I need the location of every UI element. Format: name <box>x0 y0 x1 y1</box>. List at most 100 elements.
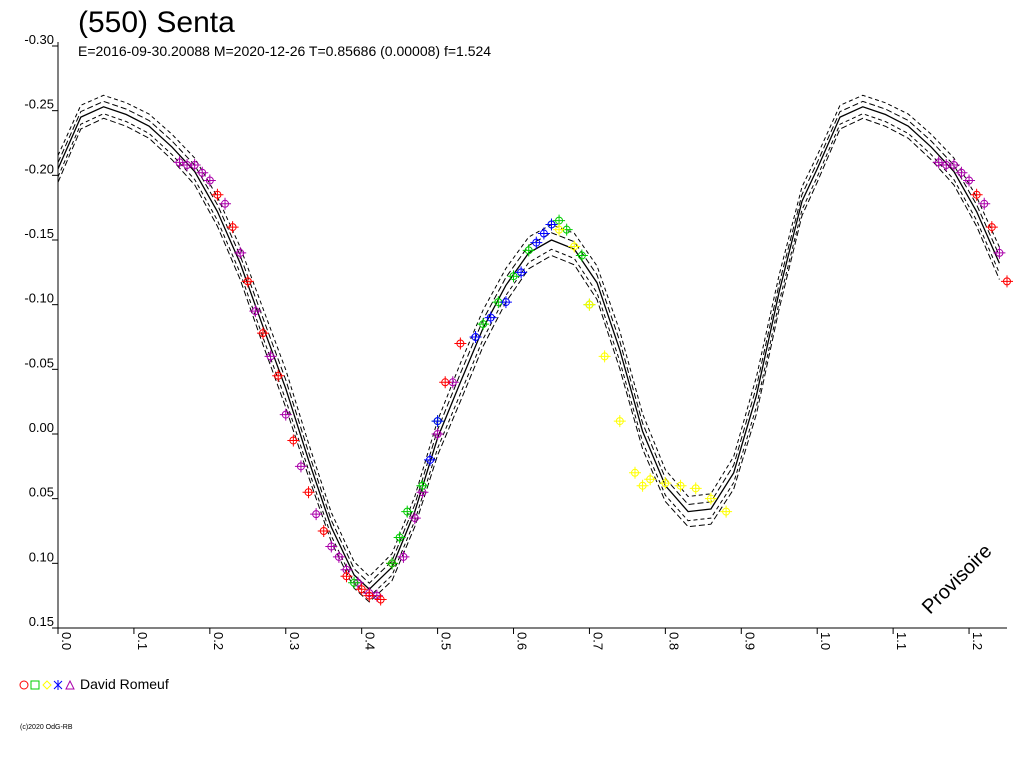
data-point-errorbar <box>636 479 649 492</box>
data-point-errorbar <box>294 460 307 473</box>
data-point <box>281 410 290 419</box>
x-ticks: 0.0 0.1 0.2 0.3 0.4 0.5 0.6 0.7 0.8 0.9 1.0 1.1 1.2 <box>57 628 985 650</box>
fit-envelope-line <box>57 117 1000 603</box>
data-point-errorbar <box>598 350 611 363</box>
data-point-errorbar <box>568 240 581 253</box>
data-point-errorbar <box>993 246 1006 259</box>
data-point-errorbar <box>363 589 376 602</box>
data-point-errorbar <box>583 298 596 311</box>
data-point-errorbar <box>613 415 626 428</box>
data-point <box>630 468 639 477</box>
y-tick-label: -0.20 <box>24 161 54 176</box>
y-tick-label: 0.10 <box>29 549 54 564</box>
x-tick-label: 0.2 <box>211 632 226 650</box>
data-point <box>395 533 404 542</box>
legend-star-icon <box>53 680 63 690</box>
data-point <box>456 339 465 348</box>
data-point <box>198 168 207 177</box>
data-point <box>243 277 252 286</box>
data-point <box>539 229 548 238</box>
data-point-errorbar <box>431 415 444 428</box>
x-tick-label: 1.0 <box>818 632 833 650</box>
data-point-errorbar <box>439 376 452 389</box>
data-point <box>258 329 267 338</box>
data-point <box>501 298 510 307</box>
data-point <box>965 176 974 185</box>
data-point <box>479 320 488 329</box>
fit-curve <box>57 106 1000 591</box>
data-point <box>570 242 579 251</box>
data-point <box>251 307 260 316</box>
data-points <box>173 156 1013 606</box>
data-point <box>418 481 427 490</box>
data-point <box>190 160 199 169</box>
data-point <box>934 158 943 167</box>
data-point <box>312 510 321 519</box>
data-point-errorbar <box>978 197 991 210</box>
fit-envelope-line <box>57 94 1000 578</box>
data-point-errorbar <box>499 296 512 309</box>
data-point <box>995 248 1004 257</box>
data-point <box>426 455 435 464</box>
data-point <box>327 542 336 551</box>
y-tick-label: -0.25 <box>24 97 54 112</box>
data-point <box>980 199 989 208</box>
x-tick-label: 1.2 <box>970 632 985 650</box>
data-point <box>615 417 624 426</box>
data-point-errorbar <box>575 249 588 262</box>
data-point <box>266 352 275 361</box>
data-point-errorbar <box>469 331 482 343</box>
x-tick-label: 0.7 <box>590 632 605 650</box>
data-point <box>722 507 731 516</box>
data-point-errorbar <box>416 479 429 492</box>
y-tick-label: -0.05 <box>24 355 54 370</box>
data-point-errorbar <box>689 482 702 495</box>
data-point <box>410 514 419 523</box>
legend-diamond-icon <box>42 680 52 690</box>
data-point <box>357 585 366 594</box>
x-tick-label: 0.5 <box>439 632 454 650</box>
data-point <box>585 300 594 309</box>
data-point-errorbar <box>211 188 224 201</box>
data-point <box>661 479 670 488</box>
y-tick-label: -0.15 <box>24 226 54 241</box>
data-point <box>547 220 556 229</box>
x-tick-label: 0.4 <box>363 632 378 650</box>
data-point <box>403 507 412 516</box>
credit: (c)2020 OdG-RB <box>20 724 73 731</box>
fit-line <box>57 106 1000 591</box>
x-tick-label: 0.1 <box>135 632 150 650</box>
legend-circle-icon <box>19 680 29 690</box>
data-point <box>175 158 184 167</box>
data-point <box>517 268 526 277</box>
data-point-errorbar <box>537 227 550 240</box>
data-point <box>486 313 495 322</box>
data-point-errorbar <box>393 531 406 544</box>
data-point <box>236 248 245 257</box>
data-point <box>319 527 328 535</box>
data-point-errorbar <box>674 479 687 492</box>
data-point-errorbar <box>241 275 254 288</box>
data-point <box>972 190 981 199</box>
x-tick-label: 1.1 <box>894 632 909 650</box>
data-point <box>441 378 450 387</box>
data-point-errorbar <box>386 557 399 570</box>
data-point <box>213 190 222 199</box>
data-point <box>600 352 609 361</box>
legend-square-icon <box>30 680 40 690</box>
y-tick-label: 0.00 <box>29 420 54 435</box>
data-point <box>706 494 715 503</box>
y-ticks: -0.30 -0.25 -0.20 -0.15 -0.10 -0.05 0.00 0.05 0.… <box>24 32 58 629</box>
y-tick-label: -0.30 <box>24 32 54 47</box>
data-point <box>228 223 237 232</box>
data-point-errorbar <box>226 221 239 234</box>
data-point-errorbar <box>970 188 983 201</box>
data-point <box>433 430 442 438</box>
data-point-errorbar <box>522 244 535 257</box>
data-point <box>376 595 385 604</box>
data-point-errorbar <box>644 473 657 486</box>
data-point <box>334 552 343 561</box>
data-point <box>1003 277 1011 286</box>
legend-triangle-icon <box>65 679 75 690</box>
